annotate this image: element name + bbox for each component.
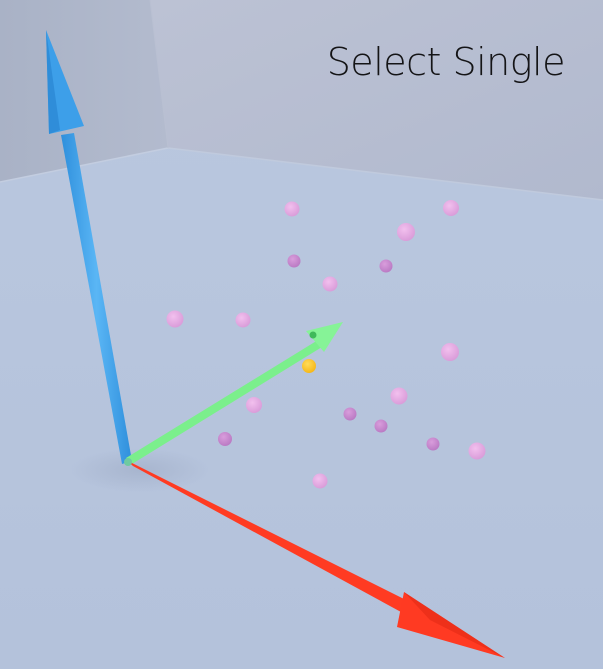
up-axis-head-shade xyxy=(46,30,60,134)
gizmo-origin[interactable] xyxy=(124,458,132,466)
point[interactable] xyxy=(374,419,388,433)
wall-floor-seam xyxy=(0,147,169,183)
point[interactable] xyxy=(441,343,459,361)
point[interactable] xyxy=(166,310,184,328)
forward-axis-shaft[interactable] xyxy=(126,340,322,464)
axis-gizmo-up-arrow-icon[interactable] xyxy=(46,30,132,464)
left-wall xyxy=(0,0,168,182)
point[interactable] xyxy=(390,387,408,405)
point[interactable] xyxy=(397,223,415,241)
selected-point[interactable] xyxy=(302,359,316,373)
selection-mode-label: Select Single xyxy=(326,40,566,84)
point[interactable] xyxy=(468,442,486,460)
point[interactable] xyxy=(443,200,459,216)
axis-gizmo[interactable] xyxy=(46,30,505,658)
gizmo-shadow xyxy=(70,448,210,492)
point[interactable] xyxy=(379,259,393,273)
point[interactable] xyxy=(343,407,357,421)
point[interactable] xyxy=(218,432,232,446)
axis-gizmo-right-arrow-icon[interactable] xyxy=(126,460,505,658)
up-axis-shaft[interactable] xyxy=(61,133,132,464)
forward-axis-head[interactable] xyxy=(306,322,343,352)
axis-gizmo-forward-arrow-icon[interactable] xyxy=(126,322,343,464)
right-axis-head-shade xyxy=(404,592,505,658)
point-cloud[interactable] xyxy=(166,200,486,489)
point[interactable] xyxy=(246,397,262,413)
back-wall xyxy=(150,0,603,200)
point[interactable] xyxy=(322,276,338,292)
point[interactable] xyxy=(284,201,300,217)
wall-floor-seam-back xyxy=(167,147,603,201)
right-axis-shaft[interactable] xyxy=(126,460,418,618)
point[interactable] xyxy=(287,254,301,268)
forward-axis-tip xyxy=(309,331,317,339)
point[interactable] xyxy=(312,473,328,489)
wall-corner-edge xyxy=(149,0,169,149)
point[interactable] xyxy=(235,312,251,328)
point[interactable] xyxy=(426,437,440,451)
